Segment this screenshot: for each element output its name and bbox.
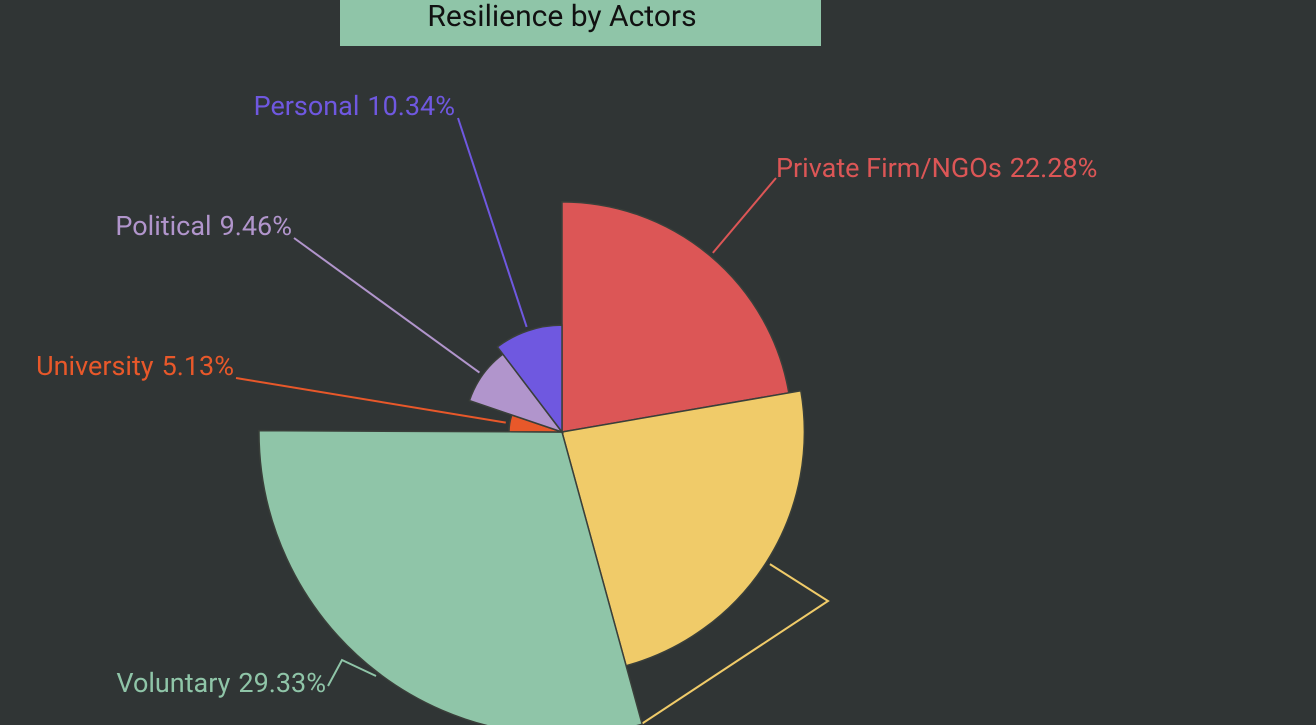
slice xyxy=(561,201,790,433)
leader-line xyxy=(639,563,830,725)
leader-line xyxy=(457,117,528,328)
slice-label: Voluntary 29.33% xyxy=(116,667,326,699)
label-name: University xyxy=(36,350,154,382)
slice-label: Personal 10.34% xyxy=(254,90,455,122)
slice-label: University 5.13% xyxy=(36,350,234,382)
label-name: Political xyxy=(115,210,211,242)
leader-line xyxy=(712,177,777,254)
slice-label: Political 9.46% xyxy=(115,210,292,242)
label-name: Private Firm/NGOs xyxy=(776,152,1002,184)
label-value: 5.13% xyxy=(162,350,234,382)
label-name: Personal xyxy=(254,90,360,122)
label-value: 22.28% xyxy=(1010,152,1098,184)
slice xyxy=(561,389,806,667)
slice xyxy=(258,429,644,725)
label-value: 29.33% xyxy=(238,667,326,699)
label-value: 9.46% xyxy=(220,210,292,242)
leader-line xyxy=(327,658,377,687)
leader-line xyxy=(293,237,481,374)
chart-title: Resilience by Actors xyxy=(427,0,696,34)
title-box xyxy=(340,0,821,46)
slice xyxy=(496,324,563,435)
label-value: 10.34% xyxy=(367,90,455,122)
slice-label: Private Firm/NGOs 22.28% xyxy=(776,152,1097,184)
label-name: Voluntary xyxy=(116,667,230,699)
leader-line xyxy=(235,377,506,424)
